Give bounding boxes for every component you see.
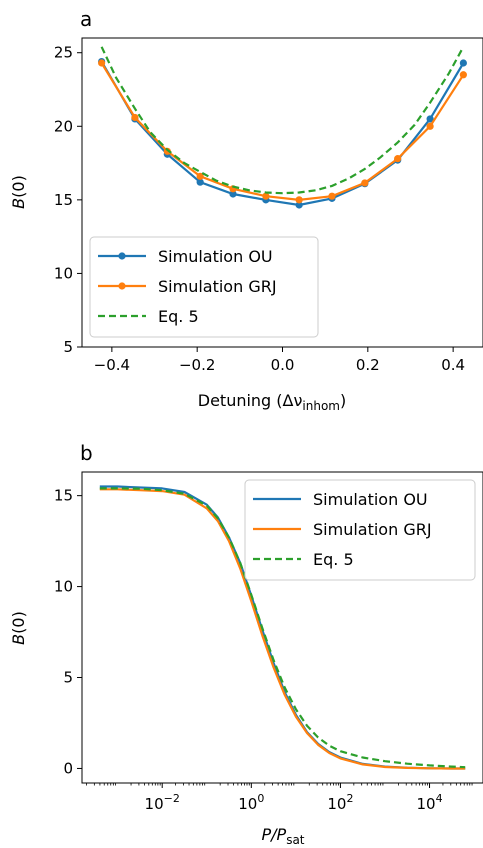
- x-tick-label: 100: [238, 792, 264, 813]
- series-line-eq-5: [99, 487, 466, 769]
- panel-b-y-ticks: 0 5 10 15: [54, 487, 82, 777]
- point-simulation-grj-11: [459, 71, 467, 79]
- point-simulation-ou-11: [459, 59, 467, 67]
- y-tick-label: 10: [54, 264, 73, 282]
- point-simulation-ou-6: [295, 201, 303, 209]
- x-tick-label: −0.2: [179, 356, 215, 374]
- panel-a-x-ticks: −0.4 −0.2 0.0 0.2 0.4: [94, 347, 465, 374]
- series-line-simulation-grj: [100, 62, 465, 202]
- legend-box: [89, 236, 319, 338]
- x-tick-label: 0.4: [441, 356, 465, 374]
- point-simulation-grj-3: [196, 172, 204, 180]
- point-simulation-grj-0: [98, 59, 106, 67]
- panel-a: a −0.4 −0.2 0.0 0.2 0.4 5 10 15 20 25 Detuning (…: [9, 7, 483, 413]
- x-tick-label: 104: [416, 792, 442, 813]
- panel-a-label: a: [80, 7, 92, 31]
- panel-b-legend: Simulation OU Simulation GRJ Eq. 5: [244, 479, 476, 581]
- panel-b-x-axis-label: P/Psat: [261, 825, 304, 847]
- legend-label-simulation-grj: Simulation GRJ: [158, 277, 277, 296]
- panel-b-x-ticks: 10−2 100 102 104: [86, 783, 473, 813]
- point-simulation-ou-4: [229, 190, 237, 198]
- series-line-eq-5: [100, 46, 465, 195]
- legend-label-simulation-ou: Simulation OU: [313, 490, 428, 509]
- point-simulation-grj-9: [394, 155, 402, 163]
- panel-a-plot-area: [98, 46, 467, 209]
- y-tick-label: 25: [54, 44, 73, 62]
- legend-marker-simulation-ou: [118, 252, 126, 260]
- point-simulation-grj-8: [361, 179, 369, 187]
- panel-b-y-axis-label: B(0): [9, 611, 28, 645]
- y-tick-label: 0: [63, 759, 73, 777]
- point-simulation-grj-5: [262, 192, 270, 200]
- y-tick-label: 5: [63, 669, 73, 687]
- series-line-simulation-ou: [100, 60, 465, 207]
- panel-a-y-ticks: 5 10 15 20 25: [54, 44, 82, 356]
- point-simulation-grj-1: [131, 113, 139, 122]
- x-tick-label: 102: [327, 792, 353, 813]
- legend-label-eq-5: Eq. 5: [313, 550, 354, 569]
- y-tick-label: 5: [63, 338, 73, 356]
- legend-box: [244, 479, 476, 581]
- y-tick-label: 15: [54, 487, 73, 505]
- x-tick-label: 10−2: [145, 792, 180, 813]
- point-simulation-grj-7: [328, 192, 336, 200]
- panel-b: b 10−2 100 102 104 0 5 10 15 P/Psat B(0) Simul…: [9, 441, 483, 847]
- panel-b-label: b: [80, 441, 93, 465]
- legend-marker-simulation-grj: [118, 282, 126, 290]
- x-tick-label: 0.0: [271, 356, 295, 374]
- panel-a-legend: Simulation OU Simulation GRJ Eq. 5: [89, 236, 319, 338]
- legend-label-eq-5: Eq. 5: [158, 307, 199, 326]
- legend-label-simulation-ou: Simulation OU: [158, 247, 273, 266]
- point-simulation-ou-10: [426, 115, 434, 123]
- y-tick-label: 15: [54, 191, 73, 209]
- panel-b-plot-area: [99, 485, 466, 770]
- panel-a-y-axis-label: B(0): [9, 175, 28, 209]
- x-tick-label: −0.4: [94, 356, 130, 374]
- y-tick-label: 10: [54, 578, 73, 596]
- point-simulation-ou-3: [196, 178, 204, 186]
- point-simulation-grj-6: [295, 196, 303, 204]
- y-tick-label: 20: [54, 117, 73, 135]
- point-simulation-grj-10: [426, 122, 434, 130]
- legend-label-simulation-grj: Simulation GRJ: [313, 520, 432, 539]
- x-tick-label: 0.2: [356, 356, 380, 374]
- panel-a-x-axis-label: Detuning (Δνinhom): [198, 391, 347, 413]
